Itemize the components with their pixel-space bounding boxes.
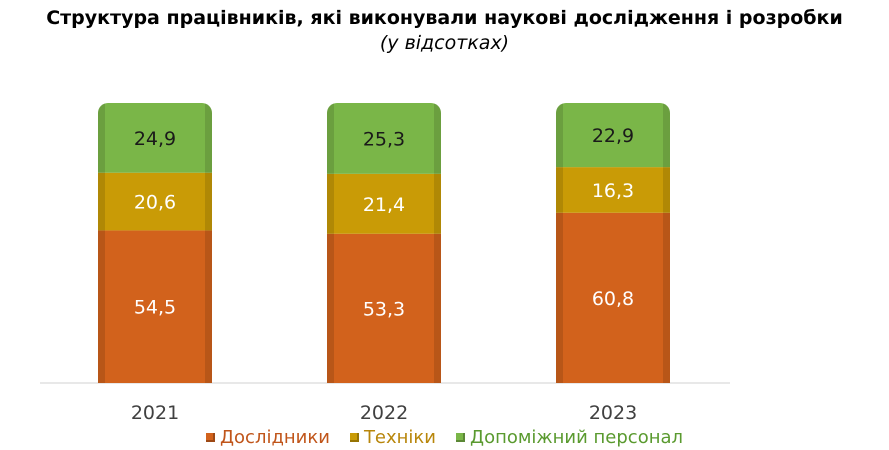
x-tick-label-2023: 2023 [589, 402, 637, 424]
bar-shade-right [663, 167, 670, 213]
legend-swatch [349, 433, 359, 442]
bar-shade-right [434, 233, 441, 383]
bar-shade-right [205, 103, 212, 173]
bar-segment-Техніки-2023 [556, 167, 670, 213]
bar-shade-left [556, 103, 563, 168]
bar-shade-left [327, 103, 334, 174]
bar-shade-left [98, 103, 105, 173]
data-label-Дослідники-2023: 60,8 [592, 288, 634, 310]
bar-shade-left [556, 212, 563, 383]
data-label-Допоміжний персонал-2022: 25,3 [363, 128, 405, 150]
legend-swatch [456, 433, 465, 442]
data-label-Допоміжний персонал-2023: 22,9 [592, 125, 634, 147]
bar-shade-right [205, 230, 212, 383]
bar-shade-left [327, 233, 334, 383]
bar-segment-Дослідники-2021 [98, 230, 212, 383]
legend-label: Дослідники [219, 427, 330, 448]
bar-shade-right [663, 103, 670, 168]
data-label-Допоміжний персонал-2021: 24,9 [134, 128, 176, 150]
bar-shade-left [556, 167, 563, 213]
data-label-Дослідники-2022: 53,3 [363, 298, 405, 320]
data-label-Техніки-2023: 16,3 [592, 180, 634, 202]
bar-shade-left [98, 230, 105, 383]
chart-subtitle: (у відсотках) [379, 32, 510, 54]
legend-label: Допоміжний персонал [470, 427, 684, 448]
data-label-Техніки-2022: 21,4 [363, 194, 405, 216]
bar-segment-Допоміжний персонал-2022 [327, 103, 441, 174]
bar-shade-right [205, 172, 212, 231]
bar-segment-Допоміжний персонал-2021 [98, 103, 212, 173]
bar-stack-2022 [327, 103, 441, 383]
legend: Дослідники Техніки Допоміжний персонал [0, 427, 889, 448]
legend-swatch [205, 433, 215, 442]
bar-stack-2023 [556, 103, 670, 383]
bar-segment-Дослідники-2023 [556, 212, 670, 383]
legend-label: Техніки [363, 427, 436, 448]
chart-title: Структура працівників, які виконували на… [46, 7, 843, 29]
bar-shade-left [327, 173, 334, 234]
bar-segment-Техніки-2021 [98, 172, 212, 231]
legend-item: Дослідники [205, 427, 330, 448]
bar-stack-2021 [98, 103, 212, 383]
x-tick-label-2021: 2021 [131, 402, 179, 424]
bar-segment-Дослідники-2022 [327, 233, 441, 383]
legend-item: Допоміжний персонал [456, 427, 683, 448]
bar-shade-left [98, 172, 105, 231]
bar-segment-Допоміжний персонал-2023 [556, 103, 670, 168]
data-label-Дослідники-2021: 54,5 [134, 297, 176, 319]
bar-shade-right [434, 103, 441, 174]
data-label-Техніки-2021: 20,6 [134, 192, 176, 214]
bar-shade-right [434, 173, 441, 234]
bar-shade-right [663, 212, 670, 383]
x-tick-label-2022: 2022 [360, 402, 408, 424]
bar-segment-Техніки-2022 [327, 173, 441, 234]
legend-item: Техніки [349, 427, 436, 448]
